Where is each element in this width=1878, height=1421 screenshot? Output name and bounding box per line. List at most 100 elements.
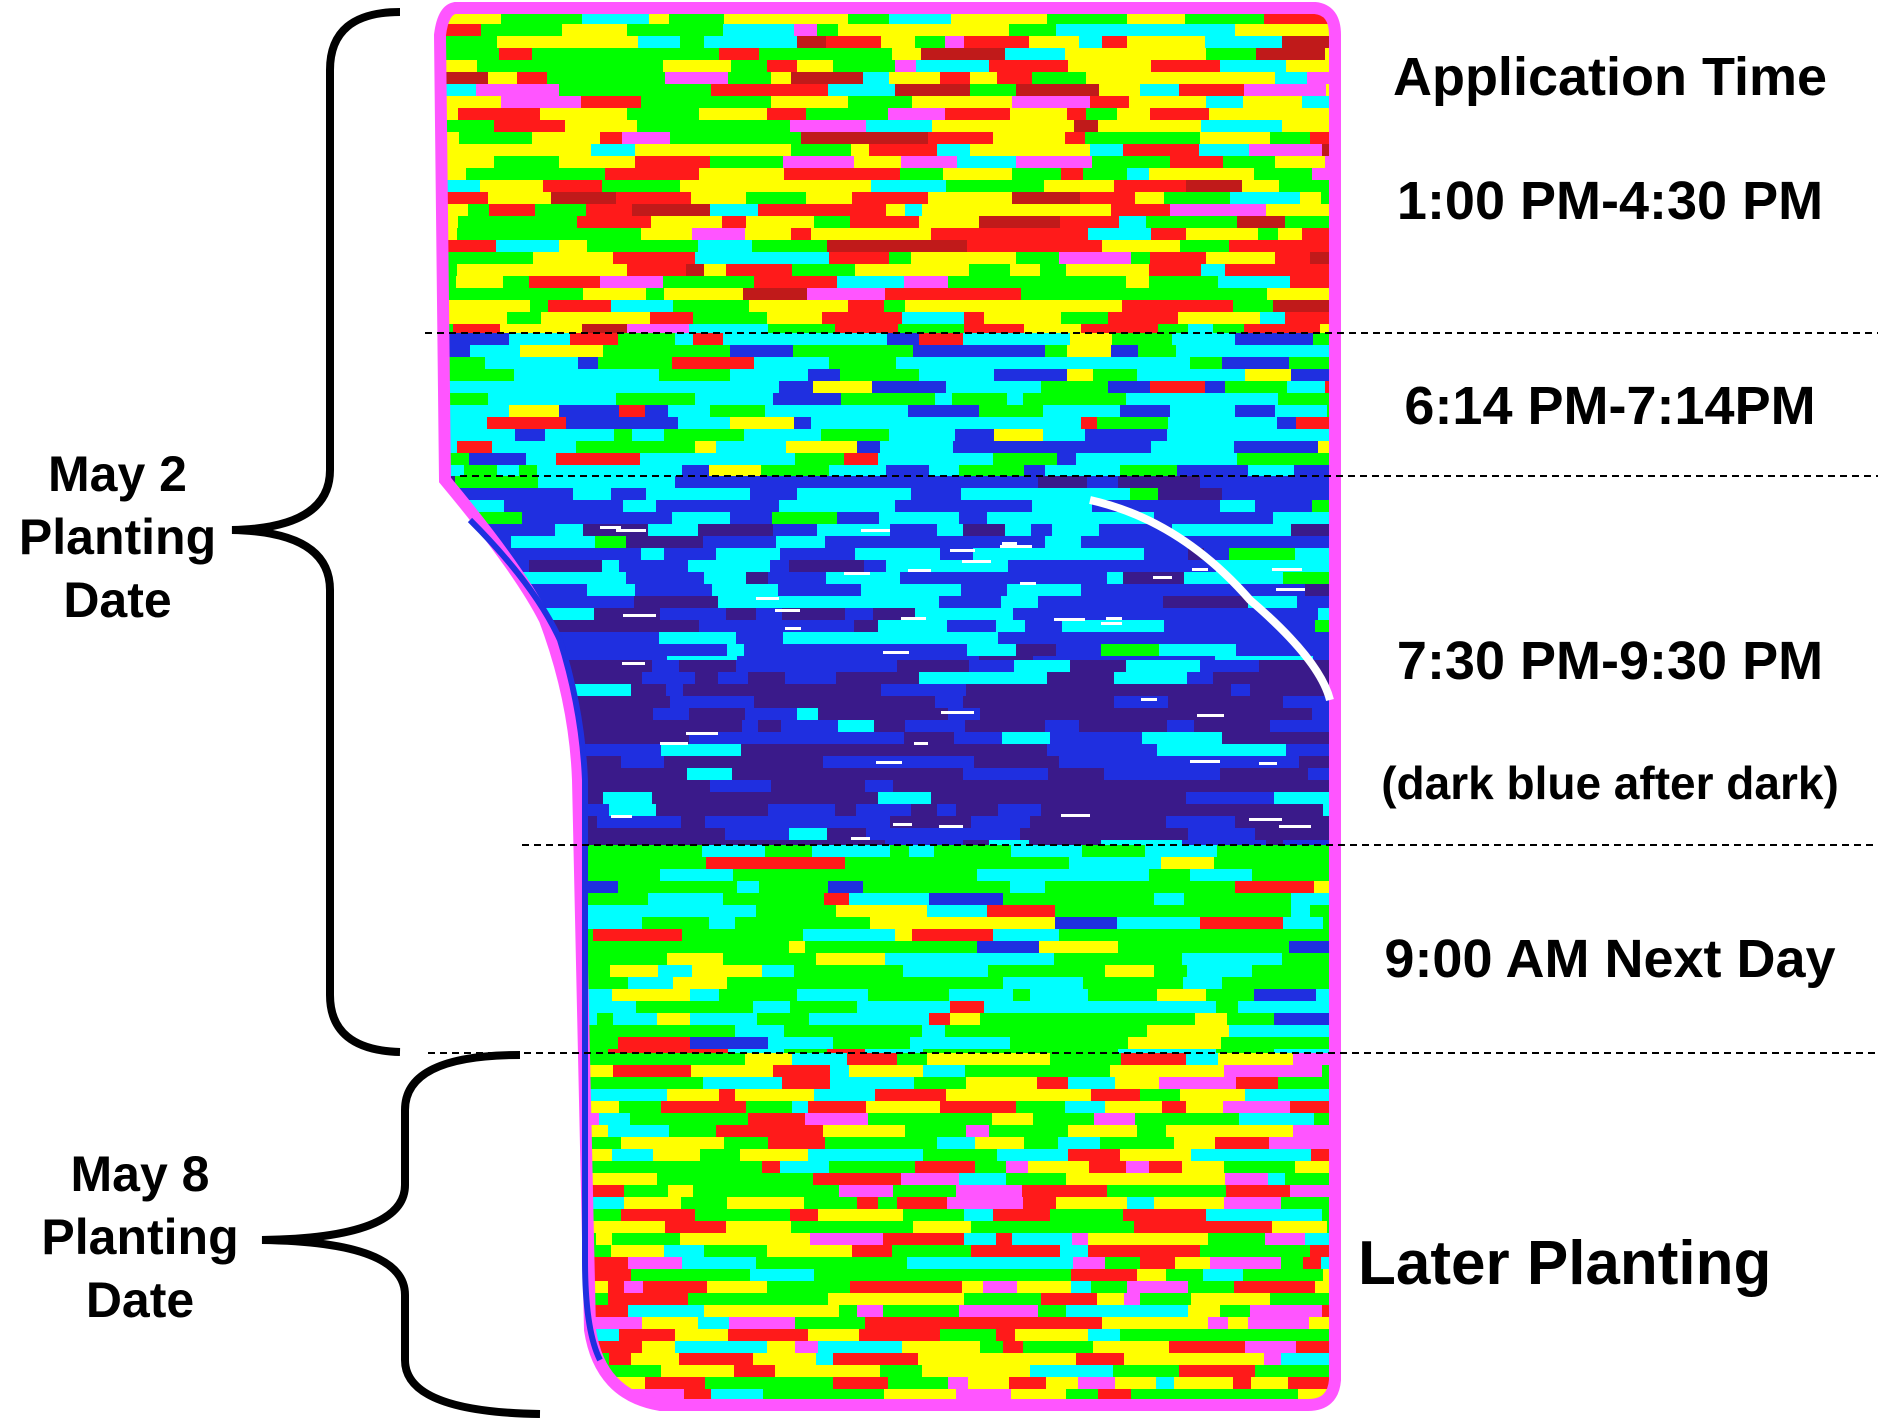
yield-cell	[1129, 96, 1207, 109]
yield-cell	[937, 500, 1011, 513]
yield-cell	[698, 1317, 730, 1330]
yield-cell	[1124, 1293, 1141, 1306]
yield-cell	[808, 1413, 869, 1421]
yield-cell	[846, 1293, 896, 1306]
yield-cell	[1281, 1353, 1335, 1366]
yield-cell	[1182, 1161, 1225, 1174]
yield-cell	[900, 572, 976, 585]
yield-cell	[1194, 780, 1265, 793]
yield-cell	[481, 632, 547, 645]
yield-cell	[775, 1365, 832, 1378]
yield-cell	[867, 1137, 938, 1150]
yield-cell	[593, 929, 632, 942]
yield-cell	[664, 1053, 746, 1066]
yield-cell	[699, 108, 768, 121]
yield-cell	[728, 1329, 809, 1342]
yield-cell	[1214, 857, 1282, 870]
yield-cell	[999, 672, 1048, 685]
yield-cell	[653, 708, 690, 721]
yield-cell	[861, 393, 936, 406]
yield-cell	[581, 632, 660, 645]
yield-cell	[1131, 1389, 1159, 1402]
yield-cell	[959, 1305, 1039, 1318]
yield-cell	[1335, 1413, 1413, 1421]
yield-speck	[1197, 714, 1224, 717]
yield-cell	[1127, 1197, 1155, 1210]
yield-cell	[1208, 168, 1255, 181]
yield-cell	[998, 572, 1035, 585]
yield-cell	[497, 36, 562, 49]
yield-cell	[875, 1089, 947, 1102]
yield-cell	[488, 192, 552, 205]
yield-cell	[817, 684, 882, 697]
yield-cell	[1169, 1233, 1209, 1246]
yield-cell	[1157, 744, 1228, 757]
yield-cell	[970, 72, 998, 85]
yield-cell	[716, 548, 781, 561]
yield-cell	[513, 804, 534, 817]
yield-cell	[1117, 108, 1151, 121]
yield-cell	[822, 312, 903, 325]
yield-cell	[581, 96, 642, 109]
yield-cell	[829, 1161, 854, 1174]
yield-cell	[567, 1161, 652, 1174]
yield-cell	[901, 156, 958, 169]
yield-cell	[1031, 524, 1053, 537]
yield-cell	[689, 732, 752, 745]
yield-cell	[806, 108, 889, 121]
yield-cell	[616, 192, 692, 205]
yield-cell	[1137, 632, 1213, 645]
yield-cell	[440, 1089, 512, 1102]
yield-cell	[664, 1245, 705, 1258]
yield-cell	[1278, 228, 1303, 241]
yield-cell	[663, 60, 732, 73]
yield-cell	[743, 288, 808, 301]
yield-cell	[833, 1353, 919, 1366]
yield-cell	[813, 584, 862, 597]
yield-cell	[973, 548, 1042, 561]
yield-cell	[682, 1413, 741, 1421]
yield-cell	[711, 84, 767, 97]
yield-cell	[585, 1221, 635, 1234]
yield-cell	[695, 252, 750, 265]
yield-cell	[698, 977, 728, 990]
yield-cell	[790, 1001, 841, 1014]
yield-cell	[1339, 252, 1418, 265]
yield-cell	[440, 953, 505, 966]
yield-cell	[1154, 756, 1224, 769]
yield-cell	[927, 905, 988, 918]
yield-cell	[1047, 240, 1103, 253]
yield-cell	[1218, 276, 1291, 289]
yield-cell	[1090, 96, 1130, 109]
yield-cell	[1332, 1001, 1335, 1014]
yield-cell	[616, 393, 696, 406]
yield-cell	[1194, 720, 1271, 733]
yield-cell	[1240, 393, 1279, 406]
yield-cell	[628, 1257, 683, 1270]
yield-cell	[1054, 953, 1111, 966]
yield-cell	[901, 1173, 960, 1186]
yield-cell	[603, 345, 674, 358]
yield-cell	[756, 1173, 814, 1186]
yield-cell	[1318, 608, 1335, 621]
yield-cell	[1264, 429, 1335, 442]
yield-cell	[1050, 1053, 1122, 1066]
yield-cell	[901, 536, 981, 549]
yield-cell	[470, 708, 522, 721]
yield-cell	[1016, 917, 1056, 930]
yield-cell	[1104, 869, 1150, 882]
yield-cell	[631, 1353, 680, 1366]
yield-cell	[1118, 476, 1201, 489]
yield-cell	[598, 357, 673, 370]
yield-cell	[515, 1377, 574, 1390]
yield-cell	[609, 804, 657, 817]
yield-cell	[440, 941, 454, 954]
yield-cell	[768, 1037, 802, 1050]
yield-cell	[600, 276, 664, 289]
yield-cell	[612, 989, 691, 1002]
yield-cell	[722, 216, 747, 229]
yield-cell	[1009, 1377, 1047, 1390]
yield-cell	[841, 393, 862, 406]
yield-cell	[1009, 24, 1057, 37]
yield-cell	[471, 1209, 541, 1222]
